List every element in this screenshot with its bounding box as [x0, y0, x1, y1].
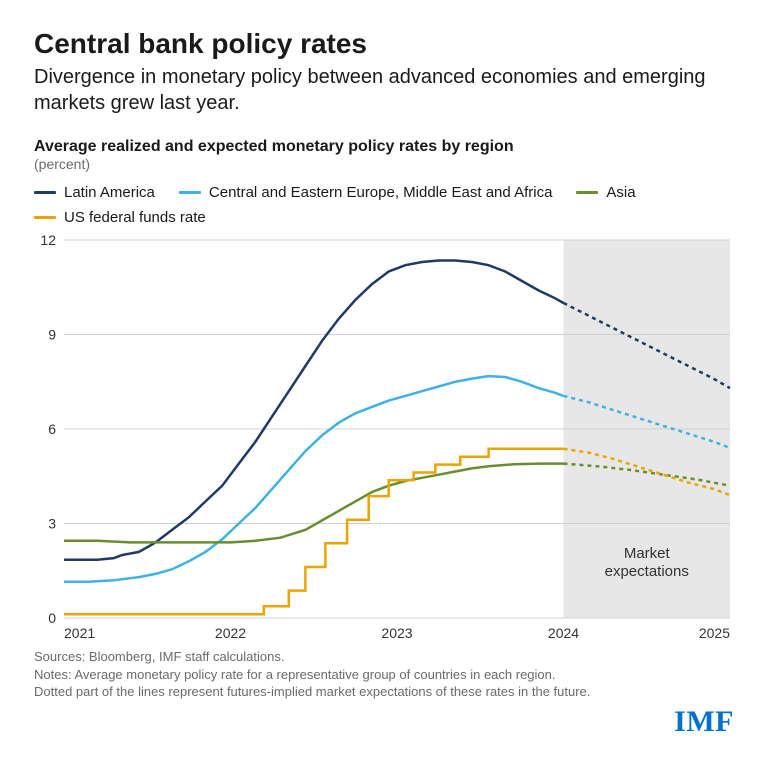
sources-text: Sources: Bloomberg, IMF staff calculatio… [34, 648, 634, 666]
legend-label: Latin America [64, 184, 155, 201]
xtick-label: 2024 [548, 625, 579, 641]
legend-swatch [179, 191, 201, 194]
legend-item-ceemea: Central and Eastern Europe, Middle East … [179, 184, 553, 201]
notes-text-1: Notes: Average monetary policy rate for … [34, 666, 634, 684]
page-title: Central bank policy rates [34, 28, 734, 60]
chart-svg: 0 3 6 9 12 2021 2022 2023 2024 2025 Marketexpectat… [34, 232, 734, 642]
legend-label: Central and Eastern Europe, Middle East … [209, 184, 553, 201]
legend-label: US federal funds rate [64, 209, 206, 226]
xtick-label: 2023 [381, 625, 412, 641]
chart-title: Average realized and expected monetary p… [34, 138, 734, 156]
ytick-label: 6 [48, 421, 56, 437]
xtick-label: 2022 [215, 625, 246, 641]
ytick-label: 9 [48, 327, 56, 343]
legend-label: Asia [606, 184, 635, 201]
chart: 0 3 6 9 12 2021 2022 2023 2024 2025 Marketexpectat… [34, 232, 734, 642]
forecast-label: expectations [605, 563, 689, 580]
page-subtitle: Divergence in monetary policy between ad… [34, 64, 734, 116]
series-latam [64, 261, 564, 560]
legend-swatch [34, 216, 56, 219]
legend-swatch [576, 191, 598, 194]
chart-units: (percent) [34, 156, 734, 172]
legend-swatch [34, 191, 56, 194]
legend-item-asia: Asia [576, 184, 635, 201]
legend-item-latam: Latin America [34, 184, 155, 201]
legend-item-fedfunds: US federal funds rate [34, 209, 206, 226]
imf-logo: IMF [674, 705, 734, 739]
forecast-label: Market [624, 545, 671, 562]
page: Central bank policy rates Divergence in … [0, 0, 768, 767]
footnotes: Sources: Bloomberg, IMF staff calculatio… [34, 648, 634, 701]
xtick-label: 2021 [64, 625, 95, 641]
series-fedfunds [64, 449, 564, 614]
series-asia [64, 464, 564, 543]
xtick-label: 2025 [699, 625, 730, 641]
notes-text-2: Dotted part of the lines represent futur… [34, 683, 634, 701]
ytick-label: 3 [48, 516, 56, 532]
ytick-label: 0 [48, 610, 56, 626]
legend: Latin America Central and Eastern Europe,… [34, 184, 714, 226]
ytick-label: 12 [40, 232, 56, 248]
